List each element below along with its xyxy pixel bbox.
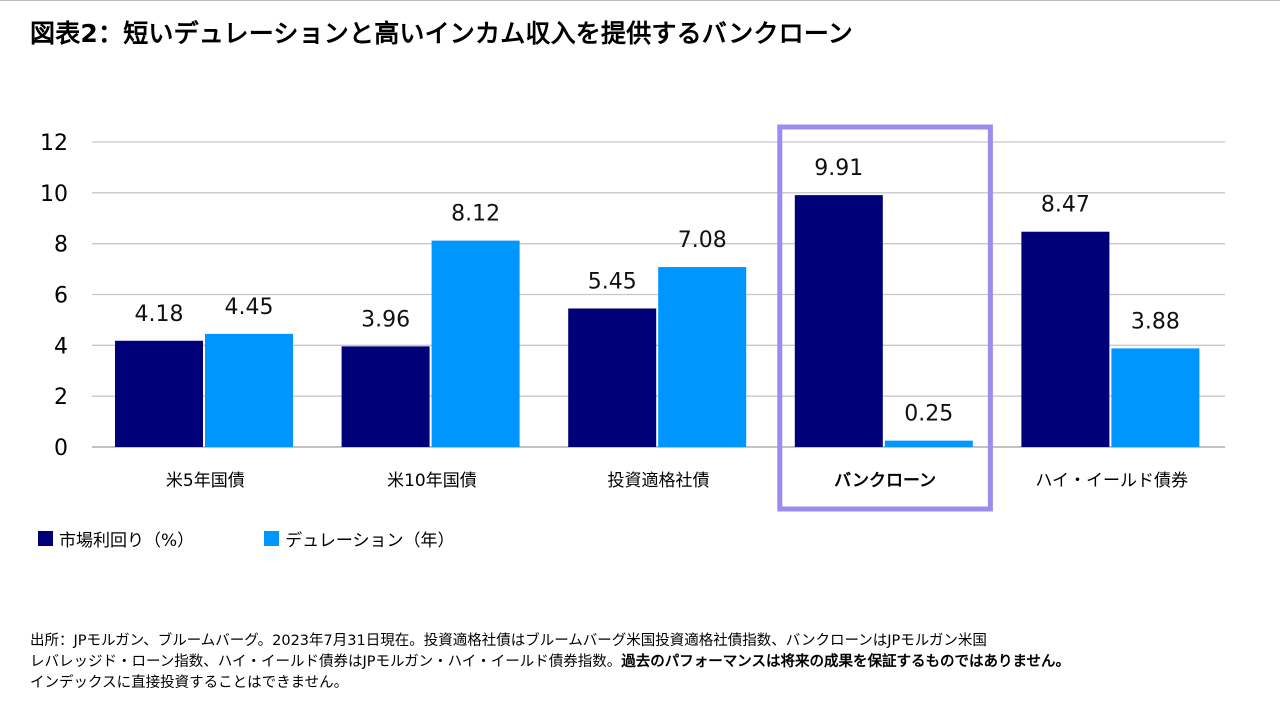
data-label: 3.96 [361, 307, 410, 332]
data-label: 4.45 [225, 295, 274, 320]
y-tick-label: 12 [40, 131, 68, 156]
bar-chart: 0 2 4 6 8 10 12 4.18 4.45 米5年国債 3.96 8.12 米10年国債 5.45… [40, 124, 1225, 512]
source-line-2-normal: レバレッジド・ローン指数、ハイ・イールド債券はJPモルガン・ハイ・イールド債券指… [30, 654, 622, 670]
y-tick-label: 8 [54, 233, 68, 258]
x-tick-label: 米5年国債 [166, 471, 245, 491]
source-note: 出所：JPモルガン、ブルームバーグ。2023年7月31日現在。投資適格社債はブル… [30, 631, 1250, 694]
data-label: 8.12 [451, 202, 500, 227]
y-tick-label: 2 [54, 385, 68, 410]
page-title: 図表2：短いデュレーションと高いインカム収入を提供するバンクローン [30, 19, 853, 48]
legend-swatch-duration [264, 531, 280, 546]
bar [1021, 231, 1110, 447]
data-label: 4.18 [135, 302, 184, 327]
x-tick-label: バンクローン [834, 471, 936, 491]
x-tick-label: 投資適格社債 [608, 471, 710, 491]
legend-item-yield: 市場利回り（%） [38, 526, 194, 551]
bar [1111, 348, 1200, 447]
data-label: 7.08 [678, 228, 727, 253]
legend-item-duration: デュレーション（年） [264, 526, 454, 551]
top-rule [0, 0, 1280, 1]
chart-legend: 市場利回り（%） デュレーション（年） [38, 526, 524, 551]
bar [884, 440, 973, 447]
source-line-1: 出所：JPモルガン、ブルームバーグ。2023年7月31日現在。投資適格社債はブル… [30, 633, 987, 649]
data-label: 8.47 [1041, 193, 1090, 218]
y-tick-label: 4 [54, 334, 68, 359]
bar [115, 340, 203, 447]
legend-label-yield: 市場利回り（%） [59, 531, 195, 551]
bar [205, 333, 293, 447]
source-disclaimer: 過去のパフォーマンスは将来の成果を保証するものではありません。 [621, 654, 1071, 670]
y-tick-label: 0 [54, 436, 68, 461]
bar [341, 346, 430, 447]
data-label: 5.45 [588, 269, 637, 294]
legend-swatch-yield [38, 531, 53, 546]
bar [568, 308, 657, 447]
x-tick-label: ハイ・イールド債券 [1035, 471, 1188, 491]
bar [431, 240, 520, 447]
highlight-box [777, 124, 993, 512]
source-line-2: レバレッジド・ローン指数、ハイ・イールド債券はJPモルガン・ハイ・イールド債券指… [30, 652, 1250, 673]
y-tick-label: 6 [54, 284, 68, 309]
x-tick-label: 米10年国債 [387, 471, 477, 491]
legend-label-duration: デュレーション（年） [285, 531, 455, 551]
data-label: 3.88 [1131, 309, 1180, 334]
data-label: 0.25 [904, 402, 953, 427]
source-line-3: インデックスに直接投資することはできません。 [30, 675, 349, 691]
y-tick-label: 10 [40, 182, 68, 207]
bar [794, 195, 883, 447]
bar [658, 267, 747, 447]
data-label: 9.91 [814, 156, 863, 181]
